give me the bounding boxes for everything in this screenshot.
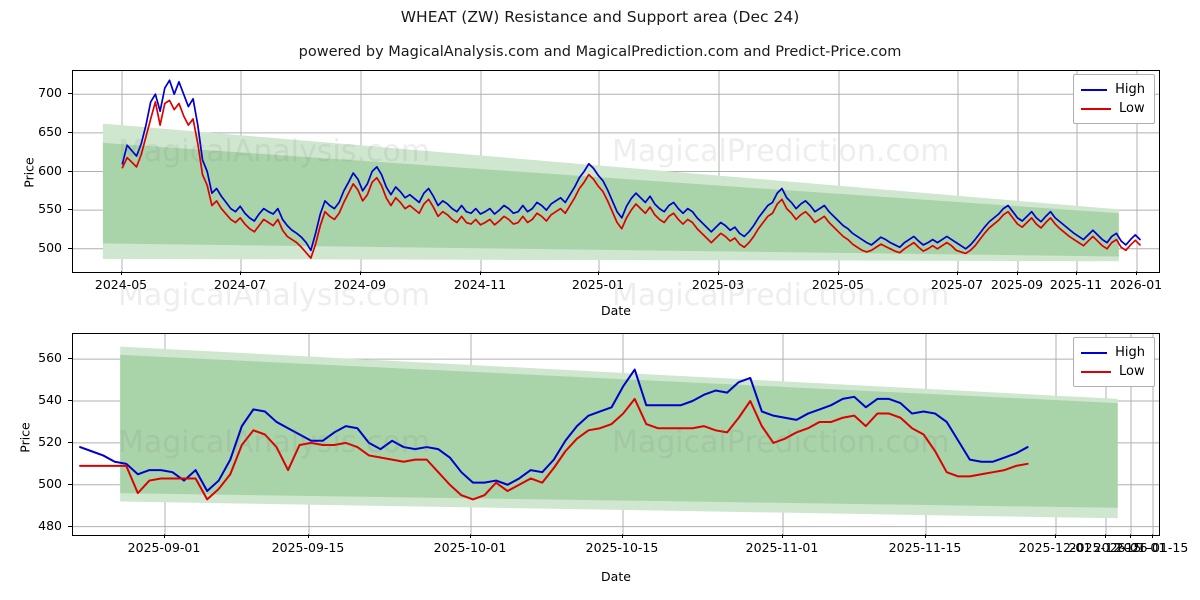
x-tick-label: 2025-10-01 — [433, 540, 507, 555]
x-tick-mark — [480, 271, 481, 275]
x-tick-mark — [164, 534, 165, 538]
x-tick-mark — [598, 271, 599, 275]
y-tick-label: 500 — [38, 239, 62, 255]
x-tick-mark — [1136, 271, 1137, 275]
legend-row-high-lower: High — [1081, 343, 1145, 362]
x-tick-mark — [240, 271, 241, 275]
y-tick-label: 700 — [38, 85, 62, 101]
x-tick-label: 2025-12-01 — [1018, 540, 1092, 555]
x-tick-label: 2024-07 — [213, 277, 267, 292]
lower-x-axis-label: Date — [601, 569, 631, 584]
resistance-support-band-inner — [102, 142, 1119, 257]
y-tick-mark — [68, 400, 72, 401]
legend-label-low: Low — [1119, 101, 1145, 116]
x-tick-mark — [121, 271, 122, 275]
page-subtitle: powered by MagicalAnalysis.com and Magic… — [298, 44, 902, 60]
y-tick-label: 520 — [38, 433, 62, 449]
y-tick-mark — [68, 247, 72, 249]
x-tick-mark — [622, 534, 623, 538]
legend-swatch-low-lower — [1081, 370, 1111, 373]
x-tick-label: 2024-05 — [94, 277, 148, 292]
legend-row-high: High — [1081, 80, 1145, 99]
y-tick-label: 650 — [38, 123, 62, 139]
y-tick-mark — [68, 93, 72, 95]
upper-x-axis-label: Date — [601, 303, 631, 318]
y-tick-label: 500 — [38, 475, 62, 491]
upper-chart-panel — [72, 70, 1160, 273]
legend-label-high: High — [1115, 82, 1145, 97]
x-tick-label: 2025-05 — [811, 277, 865, 292]
page-title: WHEAT (ZW) Resistance and Support area (… — [400, 8, 800, 26]
legend-swatch-high-lower — [1081, 351, 1108, 354]
series-line-low — [121, 99, 1141, 259]
y-tick-mark — [68, 441, 72, 443]
x-tick-label: 2025-09-15 — [271, 540, 345, 555]
x-tick-mark — [1076, 271, 1077, 275]
y-tick-mark — [68, 525, 72, 527]
x-tick-label: 2026-01-15 — [1115, 540, 1189, 555]
x-tick-mark — [838, 271, 839, 275]
y-tick-label: 550 — [38, 201, 62, 217]
x-tick-mark — [360, 271, 361, 275]
x-tick-mark — [1152, 534, 1153, 538]
legend-label-low-lower: Low — [1119, 364, 1145, 379]
x-tick-mark — [1055, 534, 1056, 538]
x-tick-label: 2026-01 — [1109, 277, 1163, 292]
y-tick-mark — [68, 358, 72, 360]
x-tick-mark — [925, 534, 926, 538]
x-tick-mark — [1105, 534, 1106, 538]
y-tick-label: 540 — [38, 392, 62, 407]
y-tick-mark — [68, 131, 72, 133]
x-tick-label: 2024-11 — [453, 277, 507, 292]
y-tick-label: 560 — [38, 350, 62, 366]
x-tick-label: 2025-01 — [571, 277, 625, 292]
x-tick-mark — [308, 534, 309, 538]
x-tick-label: 2025-11 — [1049, 277, 1103, 292]
legend-label-high-lower: High — [1115, 345, 1145, 360]
x-tick-label: 2025-09-01 — [127, 540, 201, 555]
legend-swatch-low — [1081, 107, 1111, 110]
x-tick-mark — [718, 271, 719, 275]
x-tick-label: 2024-09 — [333, 277, 387, 292]
legend-row-low-lower: Low — [1081, 362, 1145, 381]
x-tick-label: 2025-11-15 — [888, 540, 962, 555]
series-line-high — [79, 368, 1029, 493]
x-tick-mark — [1130, 534, 1131, 538]
x-tick-mark — [1017, 271, 1018, 275]
y-tick-mark — [68, 170, 72, 172]
x-tick-label: 2025-11-01 — [745, 540, 819, 555]
x-tick-label: 2025-07 — [930, 277, 984, 292]
lower-legend: High Low — [1073, 337, 1155, 387]
legend-swatch-high — [1081, 88, 1108, 91]
y-tick-mark — [68, 209, 72, 211]
x-tick-label: 2025-12-15 — [1068, 540, 1142, 555]
series-line-high — [121, 79, 1141, 252]
x-tick-label: 2025-09 — [990, 277, 1044, 292]
x-tick-label: 2025-03 — [691, 277, 745, 292]
y-tick-mark — [68, 483, 72, 485]
x-tick-mark — [470, 534, 471, 538]
x-tick-mark — [782, 534, 783, 538]
y-tick-label: 600 — [38, 162, 62, 178]
series-line-low — [79, 397, 1029, 501]
x-tick-label: 2026-01-01 — [1093, 540, 1167, 555]
resistance-support-band-inner — [120, 354, 1118, 508]
upper-legend: High Low — [1073, 74, 1155, 124]
lower-chart-panel — [72, 333, 1160, 536]
y-tick-label: 480 — [38, 517, 62, 533]
legend-row-low: Low — [1081, 99, 1145, 118]
x-tick-label: 2025-10-15 — [585, 540, 659, 555]
x-tick-mark — [957, 271, 958, 275]
